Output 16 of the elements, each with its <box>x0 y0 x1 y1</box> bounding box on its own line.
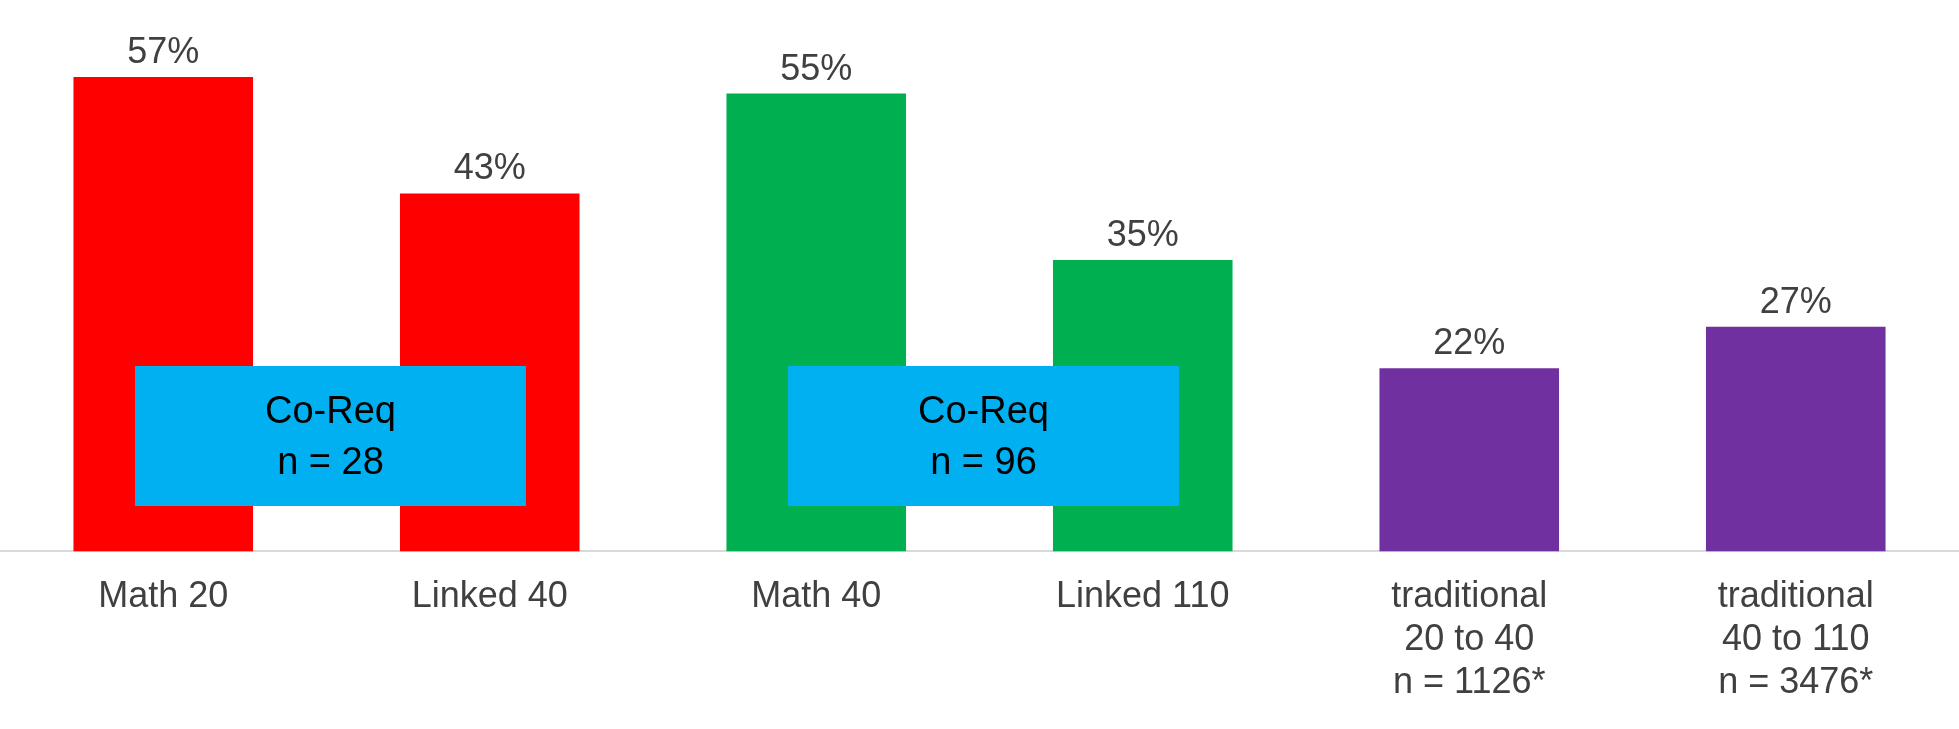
x-tick-label: Math 20 <box>98 573 229 615</box>
data-label: 35% <box>1106 213 1179 255</box>
data-label: 22% <box>1433 321 1506 363</box>
data-label: 57% <box>127 29 200 71</box>
x-tick-label: traditional 20 to 40 n = 1126* <box>1391 573 1548 702</box>
bar <box>1705 326 1886 552</box>
x-tick-label: traditional 40 to 110 n = 3476* <box>1717 573 1874 702</box>
x-tick-label: Linked 40 <box>411 573 568 615</box>
x-tick-label: Linked 110 <box>1056 573 1230 615</box>
data-label: 55% <box>780 46 853 88</box>
label-box: Co-Req n = 28 <box>134 366 527 507</box>
data-label: 43% <box>453 146 526 188</box>
label-box: Co-Req n = 96 <box>787 366 1180 507</box>
bar <box>1379 368 1560 552</box>
data-label: 27% <box>1759 279 1832 321</box>
x-tick-label: Math 40 <box>751 573 882 615</box>
